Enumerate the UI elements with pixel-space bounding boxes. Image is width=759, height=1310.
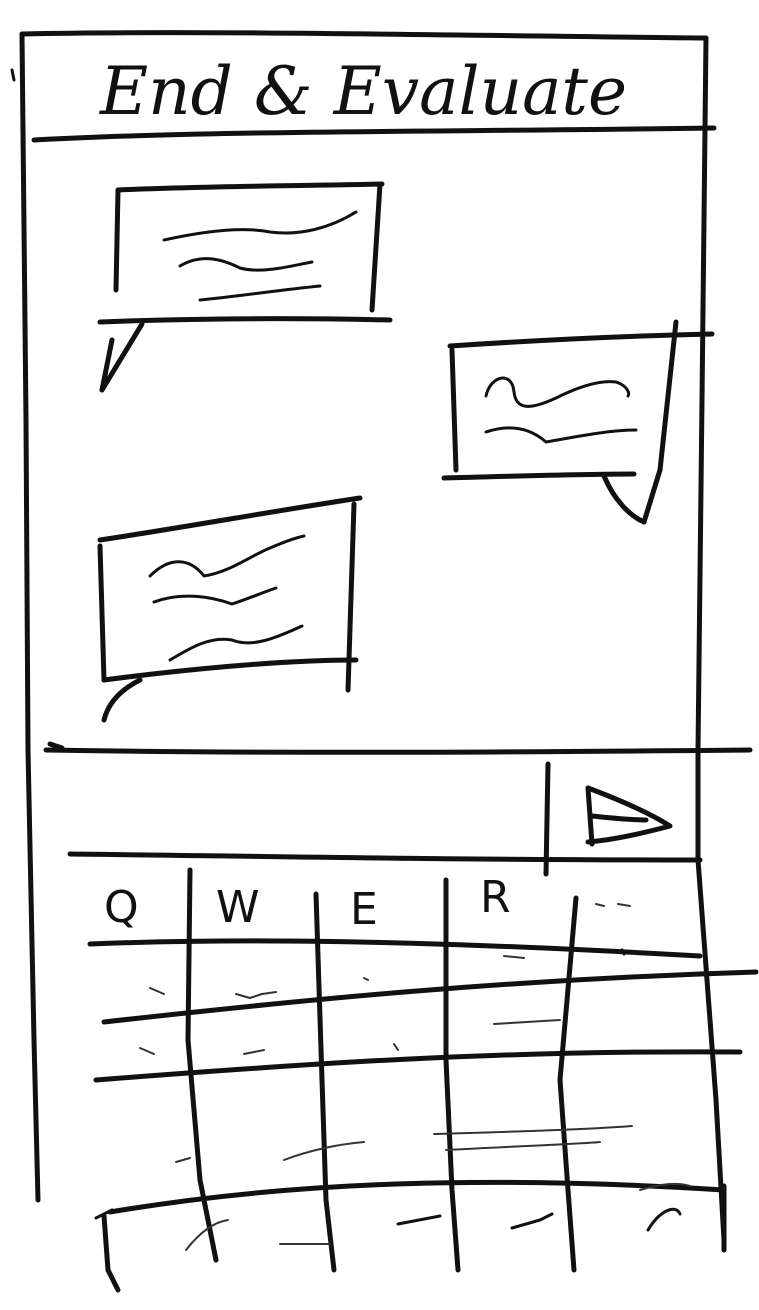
key-q[interactable]: Q (104, 882, 139, 933)
chat-bubble-right[interactable] (441, 319, 715, 525)
page-title: End & Evaluate (99, 53, 627, 130)
chat-area (97, 181, 715, 723)
message-input[interactable] (60, 760, 540, 850)
chat-bubble-left[interactable] (97, 181, 393, 393)
on-screen-keyboard: Q W E R (87, 867, 759, 1293)
message-composer (43, 741, 753, 877)
chat-bubble-left[interactable] (97, 495, 363, 723)
key-r[interactable]: R (480, 872, 511, 923)
phone-frame (10, 30, 727, 1243)
header-bar: End & Evaluate (31, 53, 717, 143)
key-e[interactable]: E (350, 884, 378, 935)
send-icon (585, 785, 673, 847)
send-button[interactable] (556, 764, 694, 856)
key-w[interactable]: W (216, 882, 260, 933)
